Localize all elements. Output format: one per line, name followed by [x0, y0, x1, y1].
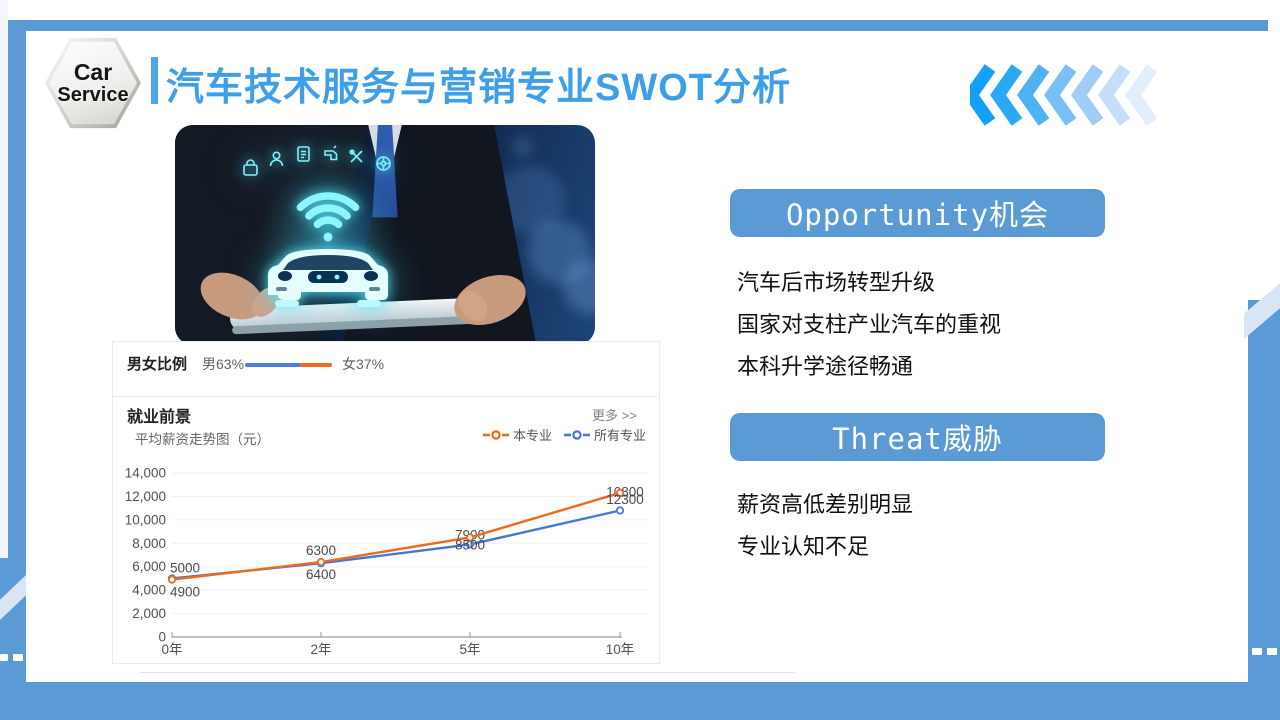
left-edge-strip	[0, 0, 8, 565]
svg-text:5000: 5000	[170, 560, 200, 575]
threat-banner: Threat威胁	[730, 413, 1105, 461]
footer-dash	[0, 654, 8, 661]
logo-text-service: Service	[57, 84, 129, 106]
svg-text:6400: 6400	[306, 567, 336, 582]
legend-marker-icon	[482, 429, 509, 440]
opportunity-item: 国家对支柱产业汽车的重视	[737, 312, 1002, 337]
frame-left-band	[8, 20, 26, 682]
svg-text:0: 0	[158, 630, 166, 645]
chart-legend: 本专业 所有专业	[420, 425, 646, 444]
threat-item: 薪资高低差别明显	[737, 492, 914, 517]
svg-text:5年: 5年	[459, 642, 480, 657]
stats-panel	[112, 341, 660, 664]
svg-text:14,000: 14,000	[125, 466, 166, 481]
svg-text:10年: 10年	[606, 642, 635, 657]
pasted-screenshot-edge	[140, 672, 795, 673]
footer-dash	[13, 654, 23, 661]
gender-bar-female	[299, 363, 332, 367]
page-title: 汽车技术服务与营销专业SWOT分析	[166, 67, 791, 109]
bokeh-light	[527, 220, 591, 284]
car-hologram	[243, 145, 391, 307]
spray-icon	[324, 145, 338, 161]
svg-text:8500: 8500	[455, 537, 485, 552]
svg-text:12,000: 12,000	[125, 489, 166, 504]
frame-footer-band	[0, 682, 1280, 720]
bokeh-light	[513, 137, 533, 157]
salary-trend-chart: 0 2,000 4,000 6,000 8,000 10,000 12,000 14,000 0…	[125, 466, 648, 657]
logo-text-car: Car	[73, 59, 113, 85]
svg-text:2,000: 2,000	[132, 606, 166, 621]
wifi-icon	[296, 192, 360, 242]
gender-bar-male	[245, 363, 300, 367]
svg-text:10800: 10800	[606, 484, 644, 499]
legend-marker-icon	[563, 429, 590, 440]
gender-ratio-label: 男女比例	[127, 356, 188, 373]
holographic-car-photo	[175, 125, 595, 345]
opportunity-item: 本科升学途径畅通	[737, 354, 914, 379]
frame-left-corner	[0, 558, 26, 682]
employment-outlook-title: 就业前景	[127, 409, 192, 426]
car-icon	[268, 249, 388, 307]
gender-ratio-bar	[245, 363, 332, 367]
footer-dash	[1252, 648, 1262, 655]
svg-text:4900: 4900	[170, 585, 200, 600]
frame-top-bar	[12, 20, 1268, 31]
gender-female-value: 女37%	[342, 356, 385, 372]
svg-text:12300: 12300	[606, 492, 644, 507]
chevron-arrows-icon	[970, 64, 1158, 126]
footer-dash	[1267, 648, 1277, 655]
opportunity-banner: Opportunity机会	[730, 189, 1105, 237]
wheel-icon	[376, 156, 391, 171]
opportunity-list: 汽车后市场转型升级国家对支柱产业汽车的重视 本科升学途径畅通	[737, 270, 1137, 396]
title-accent-bar	[151, 57, 158, 104]
threat-list: 薪资高低差别明显 专业认知不足	[737, 492, 1137, 576]
svg-text:6,000: 6,000	[132, 559, 166, 574]
svg-text:10,000: 10,000	[125, 512, 166, 527]
svg-text:4,000: 4,000	[132, 583, 166, 598]
threat-item: 专业认知不足	[737, 534, 870, 559]
mechanic-icon	[269, 151, 284, 167]
svg-text:0年: 0年	[161, 642, 182, 657]
lock-icon	[243, 159, 258, 176]
svg-text:2年: 2年	[310, 642, 331, 657]
frame-right-band	[1248, 300, 1280, 720]
more-link[interactable]: 更多 >>	[592, 408, 637, 423]
svg-text:8,000: 8,000	[132, 536, 166, 551]
divider	[113, 396, 657, 397]
legend-item[interactable]: 本专业	[482, 425, 552, 444]
document-icon	[297, 146, 310, 162]
legend-item[interactable]: 所有专业	[563, 425, 646, 444]
svg-text:6300: 6300	[306, 543, 336, 558]
gender-male-value: 男63%	[202, 356, 245, 372]
opportunity-item: 汽车后市场转型升级	[737, 270, 936, 295]
salary-chart-title: 平均薪资走势图（元）	[135, 432, 270, 447]
tools-icon	[349, 149, 363, 163]
